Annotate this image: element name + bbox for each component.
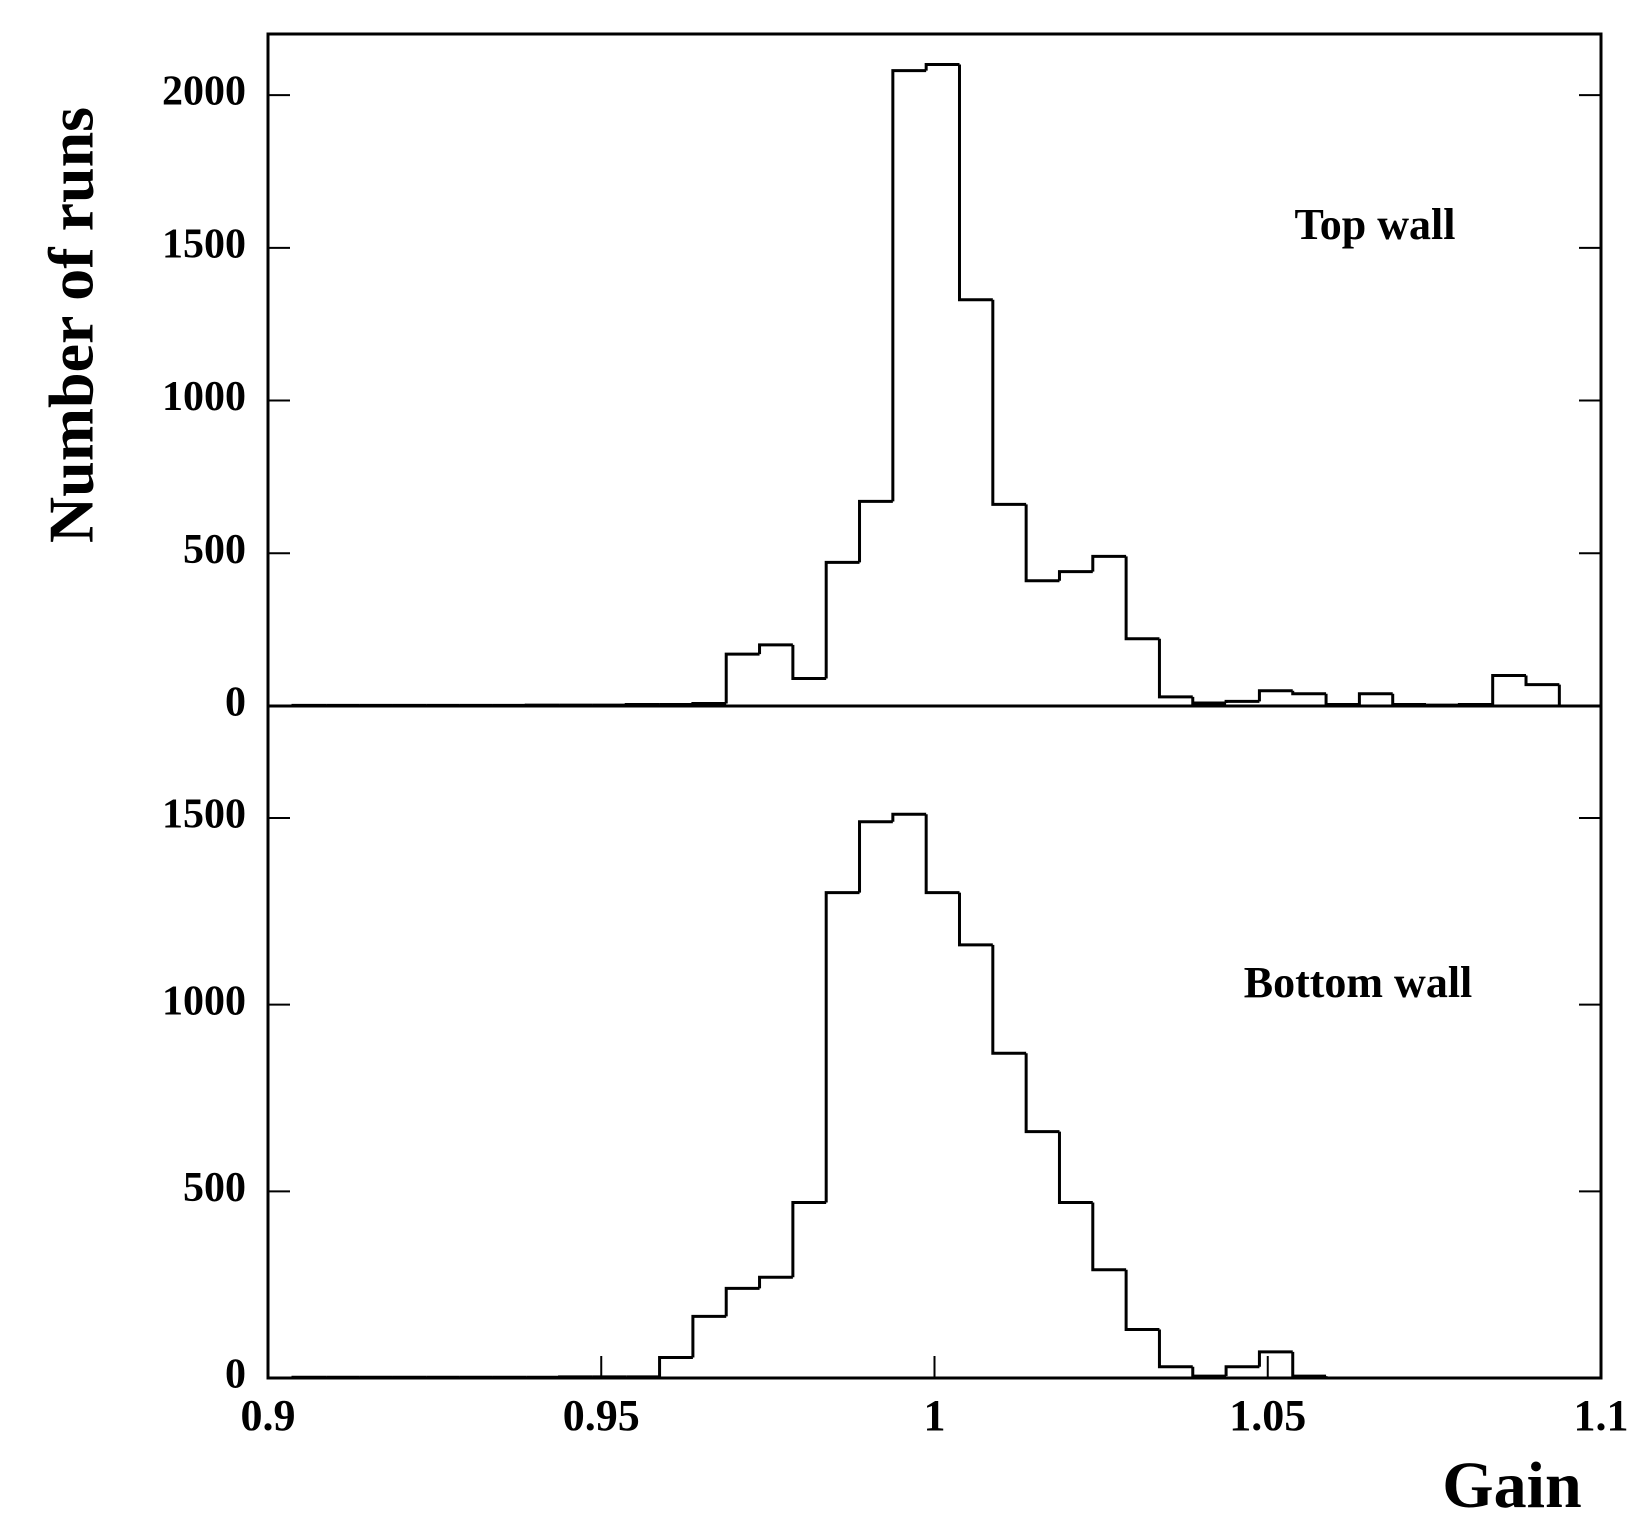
histogram-bin	[1091, 1202, 1127, 1272]
plot-frame	[266, 32, 1603, 708]
histogram-bin	[1124, 556, 1160, 641]
histogram-bin	[1257, 1350, 1293, 1367]
histogram-bin	[891, 69, 927, 502]
x-tick-label: 1	[924, 1391, 946, 1440]
histogram-bin	[724, 1286, 760, 1317]
histogram-bin	[1157, 1329, 1193, 1369]
histogram-bin	[1257, 689, 1293, 702]
histogram-bin	[1491, 673, 1527, 705]
histogram-bin	[1291, 1351, 1327, 1378]
x-tick-label: 1.1	[1574, 1391, 1629, 1440]
histogram-bin	[991, 944, 1027, 1055]
y-tick-label: 500	[183, 527, 246, 573]
y-tick-label: 1500	[162, 221, 246, 267]
histogram-bin	[858, 820, 893, 893]
histogram-bin	[1057, 570, 1093, 581]
histogram-bin	[824, 560, 860, 679]
histogram-bin	[1291, 690, 1327, 696]
histogram-bin	[758, 643, 793, 655]
y-tick-label: 0	[225, 1352, 246, 1398]
histogram-bin	[1557, 684, 1593, 708]
histogram-bin	[1357, 692, 1393, 705]
histogram-bin	[1091, 554, 1127, 572]
histogram-bin	[1391, 693, 1427, 706]
y-axis-label: Number of runs	[36, 107, 107, 543]
histogram-bin	[824, 891, 860, 1203]
histogram-bin	[1024, 1053, 1060, 1134]
histogram-bin	[957, 64, 993, 302]
histogram-bin	[658, 1355, 693, 1377]
y-tick-label: 500	[183, 1165, 246, 1211]
histogram-bin	[1124, 1269, 1160, 1331]
annotation: Top wall	[1294, 200, 1455, 249]
histogram-bin	[1057, 1131, 1093, 1205]
y-tick-label: 1000	[162, 374, 246, 420]
histogram-bin	[858, 499, 893, 563]
annotation: Bottom wall	[1244, 958, 1473, 1007]
histogram-bin	[957, 892, 993, 947]
histogram-bin	[924, 814, 960, 895]
histogram-bin	[724, 652, 760, 704]
y-tick-label: 1000	[162, 978, 246, 1024]
histogram-bin	[691, 702, 727, 706]
y-tick-label: 2000	[162, 69, 246, 115]
histogram-bin	[791, 1201, 827, 1278]
histogram-bin	[291, 1375, 327, 1379]
histogram-bin	[1324, 1376, 1360, 1380]
histogram-bin	[891, 812, 927, 822]
histogram-bin	[1157, 638, 1193, 699]
x-axis-label: Gain	[1442, 1449, 1581, 1522]
x-tick-label: 0.9	[241, 1391, 296, 1440]
histogram-bin	[1324, 693, 1360, 706]
x-tick-label: 1.05	[1229, 1391, 1306, 1440]
histogram-bin	[991, 299, 1027, 506]
histogram-bin	[1024, 504, 1060, 583]
histogram-bin	[1224, 1365, 1260, 1377]
histogram-bin	[758, 1275, 793, 1289]
histogram-bin	[1191, 1366, 1227, 1378]
histogram-bin	[924, 63, 960, 71]
y-tick-label: 1500	[162, 792, 246, 838]
histogram-bin	[791, 644, 827, 681]
histogram-bin	[1524, 675, 1560, 687]
plot-frame	[266, 704, 1603, 1380]
histogram-bin	[1224, 699, 1260, 703]
x-tick-label: 0.95	[563, 1391, 640, 1440]
histogram-bin	[1191, 696, 1227, 705]
y-tick-label: 0	[225, 680, 246, 726]
histogram-bin	[691, 1314, 727, 1358]
